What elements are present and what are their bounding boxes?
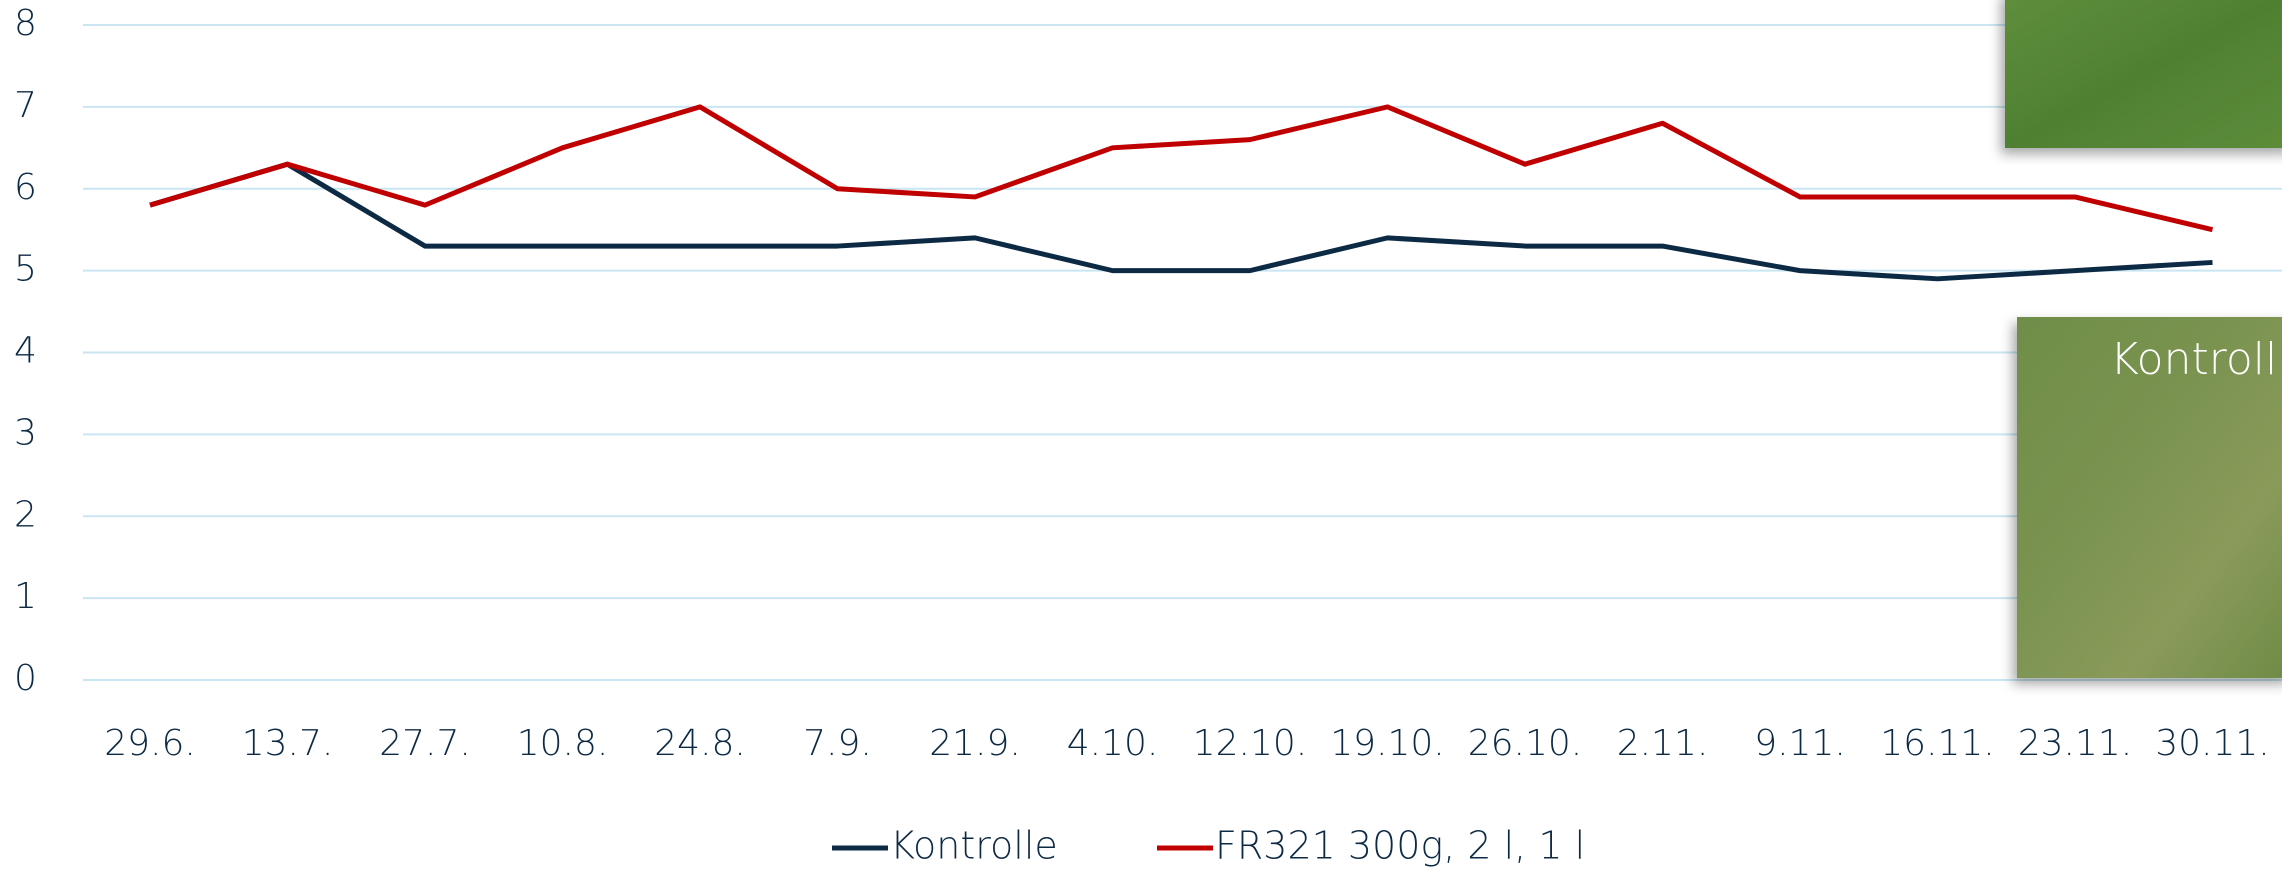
y-tick-label: 5 xyxy=(14,249,37,290)
y-tick-label: 6 xyxy=(14,167,37,208)
y-tick-label: 0 xyxy=(14,658,37,699)
x-tick-label: 9.11. xyxy=(1754,723,1846,764)
x-tick-label: 24.8. xyxy=(654,723,746,764)
x-tick-label: 23.11. xyxy=(2018,723,2133,764)
y-tick-label: 4 xyxy=(14,331,37,372)
x-tick-label: 29.6. xyxy=(104,723,196,764)
y-tick-label: 3 xyxy=(14,412,37,453)
x-tick-label: 19.10. xyxy=(1330,723,1445,764)
line xyxy=(149,161,2213,282)
x-tick-label: 30.11. xyxy=(2155,723,2270,764)
legend-label: Kontrolle xyxy=(890,824,1058,868)
photo xyxy=(2005,0,2282,148)
y-tick-label: 7 xyxy=(14,85,37,126)
x-tick-label: 10.8. xyxy=(517,723,609,764)
x-tick-label: 4.10. xyxy=(1067,723,1159,764)
y-tick-label: 1 xyxy=(14,576,37,617)
y-tick-label: 8 xyxy=(14,3,37,44)
line xyxy=(149,104,2214,233)
x-tick-label: 26.10. xyxy=(1468,723,1583,764)
photo-label: Kontroll xyxy=(2110,334,2277,385)
x-tick-label: 12.10. xyxy=(1193,723,1308,764)
photo xyxy=(2017,317,2282,678)
x-tick-label: 13.7. xyxy=(242,723,334,764)
x-tick-label: 27.7. xyxy=(379,723,471,764)
x-tick-label: 7.9. xyxy=(803,723,872,764)
x-tick-label: 21.9. xyxy=(929,723,1021,764)
legend-label: FR321 300g, 2 l, 1 l xyxy=(1215,824,1585,868)
x-tick-label: 16.11. xyxy=(1880,723,1995,764)
x-tick-label: 2.11. xyxy=(1617,723,1709,764)
y-tick-label: 2 xyxy=(14,494,37,535)
